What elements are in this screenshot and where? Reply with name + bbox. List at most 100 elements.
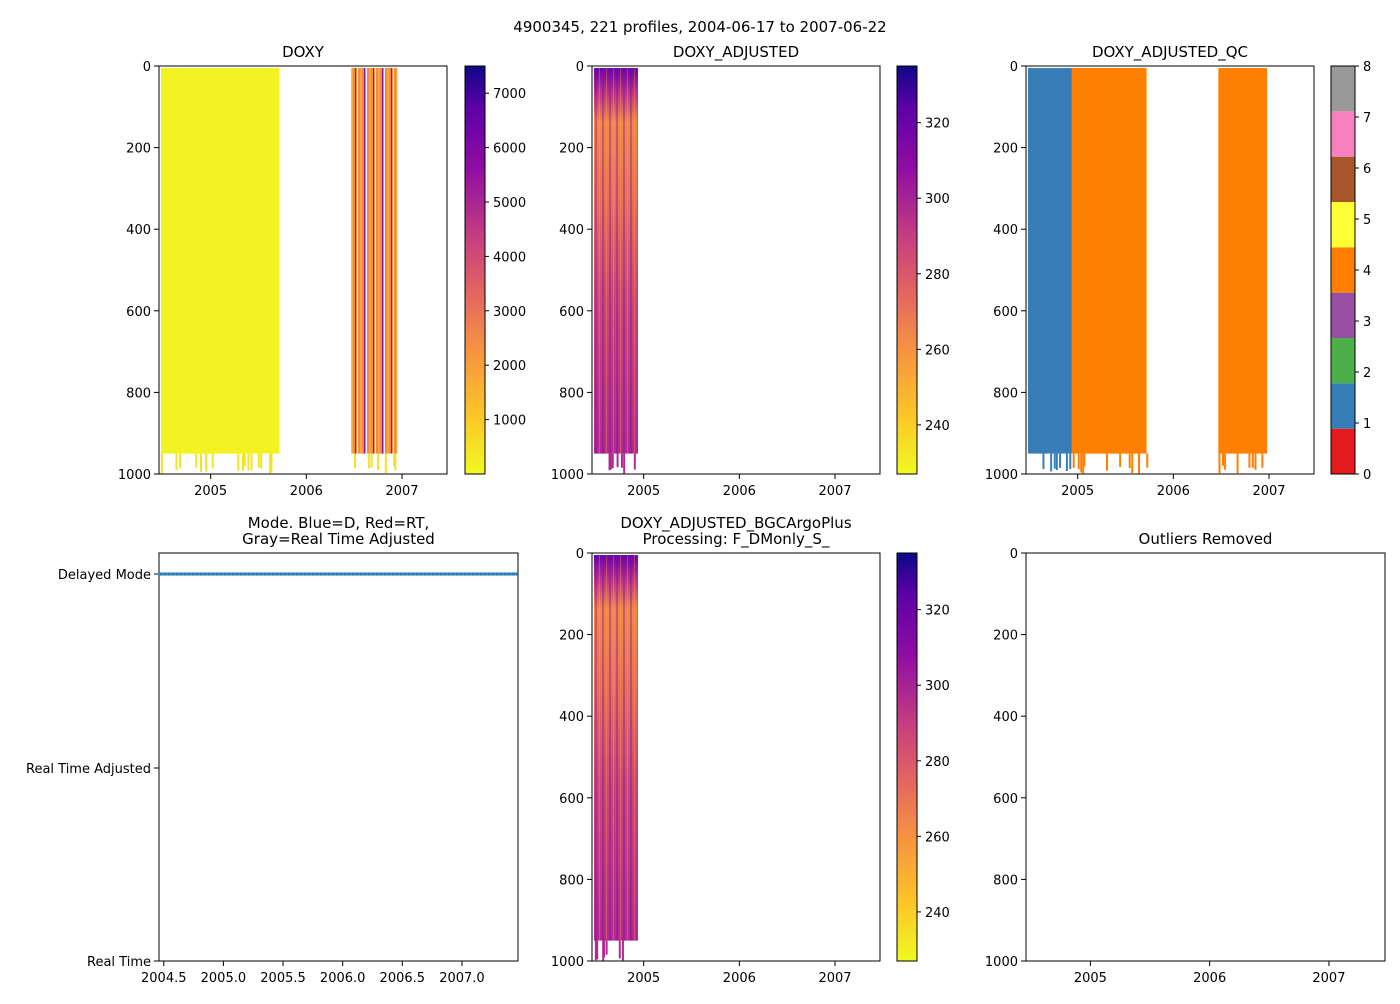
- heatmap-deep-sample: [1261, 453, 1264, 468]
- heatmap-texture: [593, 555, 638, 941]
- heatmap-deep-sample: [1119, 453, 1122, 468]
- mode-point: [421, 572, 425, 576]
- heatmap-profile-block: [160, 68, 280, 454]
- mode-point: [461, 572, 465, 576]
- colorbar-tick-label: 4000: [493, 250, 526, 265]
- colorbar-segment: [1331, 66, 1355, 112]
- heatmap-deep-sample: [195, 453, 198, 468]
- mode-point: [429, 572, 433, 576]
- mode-point: [497, 572, 501, 576]
- x-tick-label: 2005.5: [260, 971, 306, 986]
- heatmap-deep-sample: [633, 453, 636, 470]
- colorbar-segment: [1331, 156, 1355, 202]
- mode-point: [477, 572, 481, 576]
- y-tick-label: 400: [993, 710, 1018, 725]
- x-tick-label: 2005: [1061, 484, 1094, 499]
- heatmap-deep-sample: [620, 453, 623, 468]
- colorbar-tick-label: 260: [925, 830, 950, 845]
- heatmap-deep-sample: [609, 453, 612, 470]
- heatmap-profile-block: [1027, 68, 1072, 454]
- colorbar-tick-label: 6000: [493, 142, 526, 157]
- mode-point: [357, 572, 361, 576]
- mode-point: [285, 572, 289, 576]
- heatmap-deep-sample: [618, 940, 621, 959]
- mode-point: [265, 572, 269, 576]
- mode-point: [349, 572, 353, 576]
- mode-point: [485, 572, 489, 576]
- heatmap-deep-sample: [611, 453, 614, 469]
- y-tick-label: 600: [559, 792, 584, 807]
- mode-point: [417, 572, 421, 576]
- heatmap-deep-sample: [623, 453, 626, 474]
- mode-point: [241, 572, 245, 576]
- mode-point: [193, 572, 197, 576]
- colorbar-segment: [1331, 338, 1355, 384]
- mode-point: [305, 572, 309, 576]
- colorbar-tick-label: 5000: [493, 196, 526, 211]
- mode-point: [353, 572, 357, 576]
- heatmap-deep-sample: [250, 453, 253, 471]
- colorbar-tick-label: 280: [925, 755, 950, 770]
- y-tick-label: 800: [993, 873, 1018, 888]
- y-tick-label: 1000: [551, 468, 584, 483]
- x-tick-label: 2007: [818, 484, 851, 499]
- heatmap-deep-sample: [1080, 453, 1083, 473]
- mode-point: [437, 572, 441, 576]
- mode-point: [369, 572, 373, 576]
- mode-point: [337, 572, 341, 576]
- heatmap-deep-sample: [1082, 453, 1085, 474]
- heatmap-deep-sample: [1083, 453, 1086, 467]
- heatmap-deep-sample: [1050, 453, 1053, 472]
- heatmap-deep-sample: [603, 940, 606, 958]
- y-tick-label: 0: [1010, 60, 1018, 75]
- x-tick-label: 2007: [385, 484, 418, 499]
- mode-point: [345, 572, 349, 576]
- heatmap-texture: [593, 68, 638, 454]
- mode-point: [185, 572, 189, 576]
- mode-point: [249, 572, 253, 576]
- heatmap-deep-sample: [211, 453, 214, 469]
- colorbar-tick-label: 2: [1363, 366, 1371, 381]
- y-tick-label: 200: [559, 142, 584, 157]
- mode-point: [425, 572, 429, 576]
- mode-point: [481, 572, 485, 576]
- x-tick-label: 2006.0: [320, 971, 366, 986]
- y-tick-label: 400: [126, 223, 151, 238]
- colorbar-segment: [1331, 247, 1355, 293]
- y-tick-label: 0: [1010, 547, 1018, 562]
- axes-frame: [591, 552, 881, 962]
- colorbar-tick-label: 320: [925, 117, 950, 132]
- mode-point: [281, 572, 285, 576]
- mode-point: [233, 572, 237, 576]
- y-tick-label: 800: [126, 386, 151, 401]
- heatmap-deep-sample: [205, 453, 208, 469]
- mode-point: [181, 572, 185, 576]
- mode-point: [217, 572, 221, 576]
- x-tick-label: 2005: [194, 484, 227, 499]
- mode-point: [361, 572, 365, 576]
- mode-point: [433, 572, 437, 576]
- y-tick-label: 600: [559, 305, 584, 320]
- mode-point: [205, 572, 209, 576]
- heatmap-cells: [593, 68, 638, 474]
- panel-title-line: Gray=Real Time Adjusted: [242, 530, 435, 548]
- mode-point: [445, 572, 449, 576]
- x-tick-label: 2006: [1193, 971, 1226, 986]
- mode-point: [449, 572, 453, 576]
- heatmap-deep-sample: [269, 453, 272, 474]
- mode-point: [257, 572, 261, 576]
- mode-point: [277, 572, 281, 576]
- mode-point: [469, 572, 473, 576]
- mode-point: [473, 572, 477, 576]
- heatmap-deep-sample: [605, 940, 608, 955]
- y-tick-label: 800: [559, 386, 584, 401]
- y-tick-label: Real Time: [87, 955, 151, 970]
- mode-point: [341, 572, 345, 576]
- x-tick-label: 2005: [1074, 971, 1107, 986]
- mode-point: [321, 572, 325, 576]
- heatmap-deep-sample: [384, 453, 387, 474]
- mode-point: [381, 572, 385, 576]
- mode-point: [393, 572, 397, 576]
- y-tick-label: 1000: [985, 468, 1018, 483]
- heatmap-deep-sample: [354, 453, 357, 469]
